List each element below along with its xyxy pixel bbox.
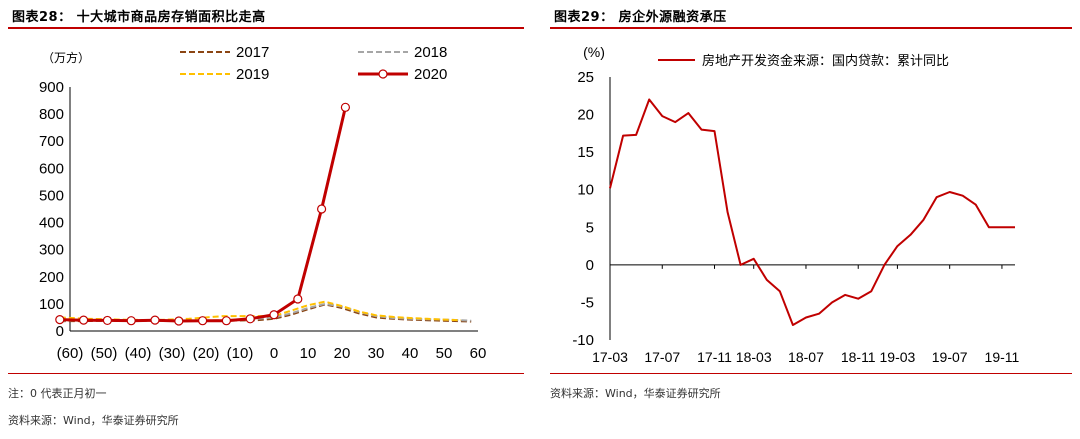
y-tick-label: 200	[39, 269, 64, 286]
x-tick-label: 20	[334, 345, 351, 362]
y-tick-label: 900	[39, 79, 64, 96]
x-tick-label: (10)	[227, 345, 254, 362]
right-source: 资料来源：Wind，华泰证券研究所	[550, 387, 721, 400]
right-bottom-rule	[550, 373, 1072, 374]
x-tick-label: (40)	[125, 345, 152, 362]
x-tick-label: 19-07	[932, 349, 968, 365]
data-point	[78, 315, 89, 325]
x-tick-label: 17-03	[592, 349, 628, 365]
x-tick-label: 10	[300, 345, 317, 362]
x-tick-label: 19-11	[985, 349, 1020, 365]
x-tick-label: (20)	[193, 345, 220, 362]
x-tick-label: 40	[402, 345, 419, 362]
left-panel-title: 图表28： 十大城市商品房存销面积比走高	[12, 10, 266, 25]
x-tick-label: 18-07	[788, 349, 824, 365]
legend-marker	[378, 69, 388, 79]
data-point	[317, 204, 327, 214]
x-tick-label: 19-03	[880, 349, 916, 365]
data-point	[55, 315, 65, 325]
y-tick-label: -5	[581, 294, 594, 311]
data-point	[198, 316, 208, 326]
legend-label-2017: 2017	[236, 44, 269, 61]
y-tick-label: 100	[39, 296, 64, 313]
y-tick-label: 20	[577, 107, 594, 124]
left-title-rule	[8, 27, 524, 29]
data-point	[293, 294, 303, 304]
x-tick-label: (30)	[159, 345, 186, 362]
data-point	[221, 316, 231, 326]
left-note: 注：0 代表正月初一	[8, 387, 107, 400]
x-tick-label: 17-07	[644, 349, 680, 365]
x-tick-label: 0	[270, 345, 278, 362]
right-panel-title: 图表29： 房企外源融资承压	[554, 10, 727, 25]
y-tick-label: 0	[586, 257, 594, 274]
right-chart: -10 -5 0 5 10 15 20 25 (%) 17-03 17-07 17-11 18-03 18…	[572, 44, 1020, 365]
x-tick-label: (60)	[57, 345, 84, 362]
series-line-2020	[59, 106, 347, 323]
left-bottom-rule	[8, 373, 524, 374]
data-point	[340, 102, 350, 112]
y-tick-label: -10	[572, 332, 594, 349]
x-tick-label: 18-03	[736, 349, 772, 365]
legend-label-2019: 2019	[236, 66, 269, 83]
x-tick-label: 60	[470, 345, 487, 362]
series-line	[609, 98, 1015, 326]
y-tick-label: 300	[39, 242, 64, 259]
right-title-rule	[550, 27, 1072, 29]
y-tick-label: 600	[39, 160, 64, 177]
data-point	[269, 310, 279, 320]
y-tick-label: 15	[577, 144, 594, 161]
y-tick-label: 10	[577, 182, 594, 199]
left-source: 资料来源：Wind，华泰证券研究所	[8, 414, 179, 427]
y-tick-label: 25	[577, 69, 594, 86]
data-point	[102, 315, 113, 326]
x-tick-label: (50)	[91, 345, 118, 362]
y-tick-label: 700	[39, 133, 64, 150]
data-point	[126, 316, 136, 326]
legend-label: 房地产开发资金来源：国内贷款：累计同比	[702, 53, 949, 68]
x-tick-label: 30	[368, 345, 385, 362]
y-tick-label: 400	[39, 215, 64, 232]
x-tick-label: 50	[436, 345, 453, 362]
data-point	[150, 315, 160, 325]
x-tick-label: 18-11	[841, 349, 876, 365]
legend-label-2020: 2020	[414, 66, 447, 83]
y-tick-label: 0	[56, 323, 64, 340]
y-axis-label: (%)	[583, 44, 605, 60]
x-tick-label: 17-11	[697, 349, 732, 365]
y-tick-label: 5	[586, 219, 594, 236]
data-point	[174, 316, 184, 326]
data-point	[245, 314, 255, 324]
y-axis-label: （万方）	[42, 50, 90, 65]
y-tick-label: 800	[39, 106, 64, 123]
y-tick-label: 500	[39, 187, 64, 204]
legend-label-2018: 2018	[414, 44, 447, 61]
